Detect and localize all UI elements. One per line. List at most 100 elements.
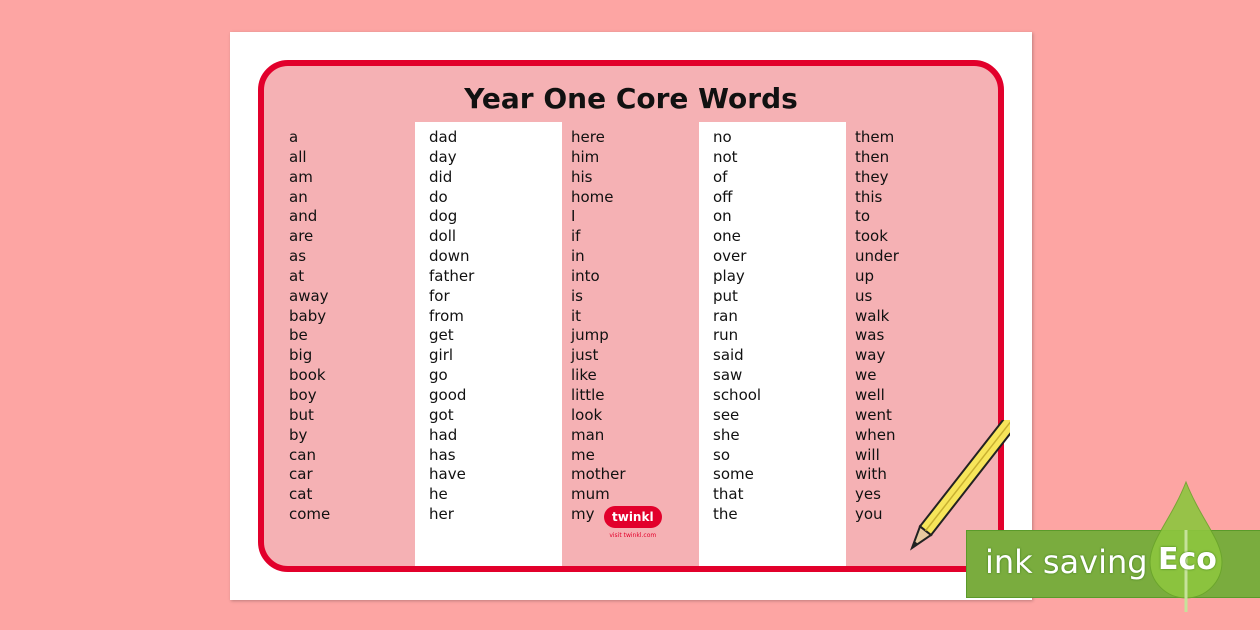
word-item: come xyxy=(289,505,331,524)
visit-link-text: visit twinkl.com xyxy=(609,532,657,539)
word-item: them xyxy=(855,128,895,146)
word-item: do xyxy=(429,187,448,206)
word-item: into xyxy=(571,266,600,285)
word-item: but xyxy=(289,405,314,424)
word-item: play xyxy=(713,266,745,285)
word-item: went xyxy=(855,405,892,424)
word-item: from xyxy=(429,306,464,325)
word-item: girl xyxy=(429,346,454,365)
word-item: some xyxy=(713,465,754,484)
word-item: here xyxy=(571,128,605,146)
word-item: dad xyxy=(429,128,458,146)
word-item: on xyxy=(713,207,732,226)
word-item: this xyxy=(855,187,883,206)
word-item: by xyxy=(289,425,308,444)
word-item: for xyxy=(429,286,450,305)
word-item: boy xyxy=(289,385,317,404)
word-item: look xyxy=(571,405,603,424)
word-item: have xyxy=(429,465,466,484)
word-item: walk xyxy=(855,306,890,325)
word-item: doll xyxy=(429,227,457,246)
word-item: under xyxy=(855,247,899,266)
word-item: took xyxy=(855,227,888,246)
word-item: can xyxy=(289,445,316,464)
word-item: he xyxy=(429,485,448,504)
word-item: put xyxy=(713,286,738,305)
word-item: run xyxy=(713,326,739,345)
word-item: did xyxy=(429,167,453,186)
word-item: go xyxy=(429,366,448,385)
word-item: little xyxy=(571,385,605,404)
word-item: got xyxy=(429,405,454,424)
word-item: day xyxy=(429,147,457,166)
word-item: baby xyxy=(289,306,327,325)
column-band xyxy=(415,122,562,566)
word-column-5: them then they this to took under up us walk was wa… xyxy=(855,128,899,525)
word-item: I xyxy=(571,207,576,226)
word-item: school xyxy=(713,385,762,404)
word-item: you xyxy=(855,505,883,524)
word-item: jump xyxy=(571,326,609,345)
word-item: get xyxy=(429,326,454,345)
word-item: and xyxy=(289,207,318,226)
word-item: see xyxy=(713,405,740,424)
word-item: up xyxy=(855,266,875,285)
word-item: off xyxy=(713,187,733,206)
word-item: is xyxy=(571,286,583,305)
word-item: no xyxy=(713,128,732,146)
word-item: said xyxy=(713,346,744,365)
word-item: home xyxy=(571,187,614,206)
word-item: when xyxy=(855,425,896,444)
word-item: well xyxy=(855,385,885,404)
word-item: am xyxy=(289,167,313,186)
twinkl-logo: twinkl visit twinkl.com xyxy=(604,506,662,539)
word-item: yes xyxy=(855,485,881,504)
word-item: over xyxy=(713,247,747,266)
word-item: down xyxy=(429,247,470,266)
word-item: as xyxy=(289,247,307,266)
word-item: good xyxy=(429,385,467,404)
word-item: they xyxy=(855,167,889,186)
word-item: if xyxy=(571,227,581,246)
word-item: his xyxy=(571,167,593,186)
word-item: cat xyxy=(289,485,313,504)
eco-label: Eco xyxy=(1158,542,1217,577)
word-item: will xyxy=(855,445,880,464)
leaf-icon xyxy=(1149,480,1223,612)
word-item: like xyxy=(571,366,597,385)
word-item: mum xyxy=(571,485,610,504)
word-item: an xyxy=(289,187,308,206)
word-item: my xyxy=(571,505,595,524)
word-panel: Year One Core Words a all am an and are as at aw… xyxy=(258,60,1004,572)
word-item: at xyxy=(289,266,305,285)
word-item: to xyxy=(855,207,871,226)
word-item: in xyxy=(571,247,585,266)
word-item: she xyxy=(713,425,740,444)
word-item: father xyxy=(429,266,475,285)
word-item: are xyxy=(289,227,314,246)
word-column-4: no not of off on one over play put ran run said saw s… xyxy=(713,128,761,525)
word-item: that xyxy=(713,485,744,504)
word-item: mother xyxy=(571,465,626,484)
word-item: be xyxy=(289,326,308,345)
word-item: ran xyxy=(713,306,738,325)
word-item: so xyxy=(713,445,730,464)
word-item: has xyxy=(429,445,456,464)
word-item: car xyxy=(289,465,313,484)
word-item: me xyxy=(571,445,595,464)
word-item: just xyxy=(571,346,599,365)
ink-saving-label: ink saving xyxy=(985,543,1148,581)
word-item: the xyxy=(713,505,738,524)
word-item: all xyxy=(289,147,307,166)
word-item: way xyxy=(855,346,886,365)
word-item: then xyxy=(855,147,890,166)
word-item: him xyxy=(571,147,600,166)
word-item: us xyxy=(855,286,873,305)
word-item: a xyxy=(289,128,299,146)
page-title: Year One Core Words xyxy=(464,82,798,115)
word-item: it xyxy=(571,306,582,325)
column-band xyxy=(699,122,846,566)
word-item: with xyxy=(855,465,887,484)
pencil-icon xyxy=(909,420,1010,551)
